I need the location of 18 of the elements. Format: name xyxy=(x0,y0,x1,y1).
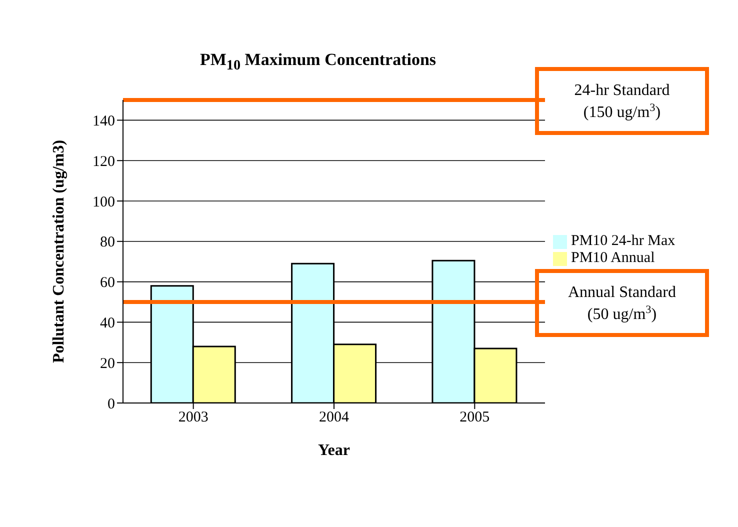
x-tick-label: 2004 xyxy=(319,410,350,426)
x-axis-title: Year xyxy=(318,442,350,459)
y-tick-label: 120 xyxy=(92,154,115,170)
y-tick-label: 100 xyxy=(92,194,115,210)
chart-title: PM$_{10}$ Maximum Concentrations xyxy=(198,50,438,74)
legend-label: PM10 Annual xyxy=(571,250,655,266)
y-tick-label: 0 xyxy=(108,396,115,412)
y-tick-label: 60 xyxy=(100,275,115,292)
ref-line-label: Annual Standard (50 ug/m$^{3}$) xyxy=(568,284,676,323)
ref-line-label: 24-hr Standard (150 ug/m$^{3}$) xyxy=(574,82,670,121)
y-axis-title: Pollutant Concentration (ug/m3) xyxy=(50,140,68,364)
y-tick-label: 80 xyxy=(100,234,115,251)
x-tick-label: 2003 xyxy=(178,410,208,426)
y-tick-label: 40 xyxy=(100,316,115,332)
legend-label: PM10 24-hr Max xyxy=(571,233,676,249)
x-tick-label: 2005 xyxy=(460,410,490,426)
y-tick-label: 140 xyxy=(92,114,115,130)
y-tick-label: 20 xyxy=(100,356,115,372)
